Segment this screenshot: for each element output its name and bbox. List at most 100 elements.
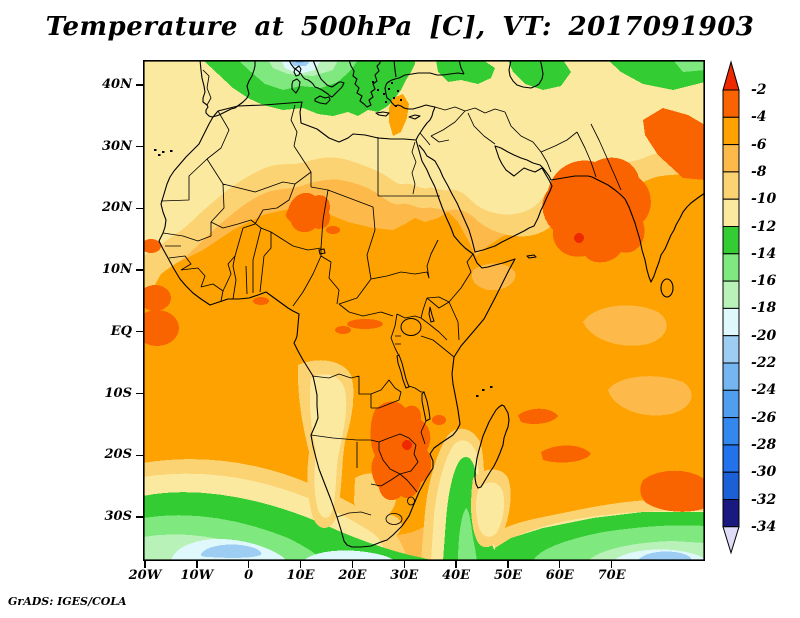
arabia-india-coastline [418, 144, 705, 283]
temperature-field [143, 60, 705, 561]
coastlines [158, 60, 705, 548]
x-axis-tick [403, 561, 405, 568]
lake-victoria [400, 318, 422, 336]
y-axis-tick [136, 269, 143, 271]
x-axis-tick-label: 10E [286, 568, 315, 583]
y-axis-tick-label: 10S [104, 385, 132, 401]
x-axis-tick-label: 20E [338, 568, 367, 583]
madagascar-coastline [474, 404, 510, 489]
y-axis-tick [136, 454, 143, 456]
x-axis-tick [351, 561, 354, 568]
caspian-coastline [508, 60, 544, 89]
colorbar-segment [722, 307, 740, 337]
x-axis-tick-label: 50E [493, 568, 522, 583]
sri-lanka-coastline [660, 278, 674, 298]
y-axis-tick-label: 30N [102, 138, 132, 154]
x-axis-tick [248, 561, 250, 568]
colorbar-label: -24 [751, 382, 777, 399]
lake-tanganyika [396, 354, 410, 389]
y-axis-tick [136, 516, 143, 518]
crete-coastline [375, 111, 390, 117]
colorbar-label: -22 [751, 355, 777, 371]
colorbar-segment [722, 362, 740, 391]
colorbar-label: -16 [751, 273, 777, 290]
africa-coastline [158, 101, 516, 548]
plot-title: Temperature at 500hPa [C], VT: 201709190… [45, 12, 755, 42]
colorbar-arrow [722, 526, 740, 555]
x-axis-tick [610, 561, 613, 568]
colorbar-segment [722, 116, 740, 146]
colorbar-label: -18 [751, 300, 777, 317]
cyprus-coastline [408, 114, 421, 120]
x-axis-tick-label: 30E [390, 568, 419, 583]
colorbar-label: -10 [751, 191, 777, 208]
colorbar-segment [722, 144, 740, 173]
colorbar-label: -6 [751, 136, 767, 153]
colorbar-segment [722, 499, 740, 528]
lake-turkana [428, 306, 435, 323]
x-axis-tick [144, 561, 146, 568]
aegean-islands [372, 81, 402, 107]
y-axis-tick-label: EQ [110, 323, 132, 339]
sicily-coastline [314, 95, 331, 105]
country-borders [160, 69, 622, 525]
colorbar-segment [722, 417, 740, 446]
credit-label: GrADS: IGES/COLA [8, 595, 127, 608]
colorbar-label: -32 [751, 491, 777, 508]
swaziland-border [407, 496, 415, 506]
colorbar-label: -20 [751, 327, 777, 344]
colorbar-arrow [722, 60, 740, 91]
colorbar-segment [722, 171, 740, 200]
lake-chad [318, 248, 326, 255]
comoros-islands [476, 386, 493, 397]
y-axis-tick-label: 20N [102, 200, 132, 216]
y-axis-tick-label: 10N [102, 262, 132, 278]
x-axis-tick-label: 40E [442, 568, 471, 583]
map-frame [143, 60, 705, 561]
socotra-coastline [526, 254, 537, 259]
map-canvas [143, 60, 705, 561]
colorbar-segment [722, 471, 740, 501]
y-axis-tick [136, 146, 143, 148]
colorbar-label: -34 [751, 518, 777, 535]
plot-area [143, 60, 705, 561]
colorbar-label: -4 [751, 109, 767, 126]
colorbar-label: -2 [751, 82, 767, 98]
x-axis-tick-label: 20W [128, 568, 162, 583]
y-axis-tick [136, 331, 143, 333]
colorbar-segment [722, 198, 740, 227]
nile-river [411, 141, 417, 195]
colorbar-segment [722, 253, 740, 282]
colorbar-label: -12 [751, 218, 777, 235]
sardinia-coastline [291, 78, 301, 94]
colorbar-segment [722, 89, 740, 118]
colorbar [722, 60, 740, 555]
lesotho-border [385, 513, 403, 525]
colorbar-segment [722, 335, 740, 364]
y-axis-tick-label: 30S [104, 508, 132, 524]
levant-turkey-coastline [384, 77, 436, 141]
y-axis-tick [136, 392, 143, 395]
x-axis-tick-label: 70E [597, 568, 626, 583]
colorbar-label: -14 [751, 245, 777, 262]
y-axis-tick-label: 20S [104, 447, 132, 463]
colorbar-label: -30 [751, 464, 777, 481]
x-axis-tick-label: 0 [244, 568, 254, 583]
x-axis-tick [507, 561, 509, 568]
colorbar-label: -26 [751, 409, 777, 426]
colorbar-segment [722, 444, 740, 473]
italy-coastline [288, 60, 345, 98]
x-axis-tick [455, 561, 457, 568]
canary-islands [154, 149, 173, 156]
iberia-coastline [199, 60, 256, 118]
colorbar-segment [722, 280, 740, 309]
y-axis-tick [136, 207, 143, 210]
greece-coastline [348, 60, 381, 108]
y-axis-tick [136, 84, 143, 86]
x-axis-tick-label: 60E [545, 568, 574, 583]
colorbar-label: -8 [751, 163, 767, 180]
island-specks [154, 81, 493, 397]
x-axis-tick [196, 561, 198, 568]
x-axis-tick [299, 561, 302, 568]
